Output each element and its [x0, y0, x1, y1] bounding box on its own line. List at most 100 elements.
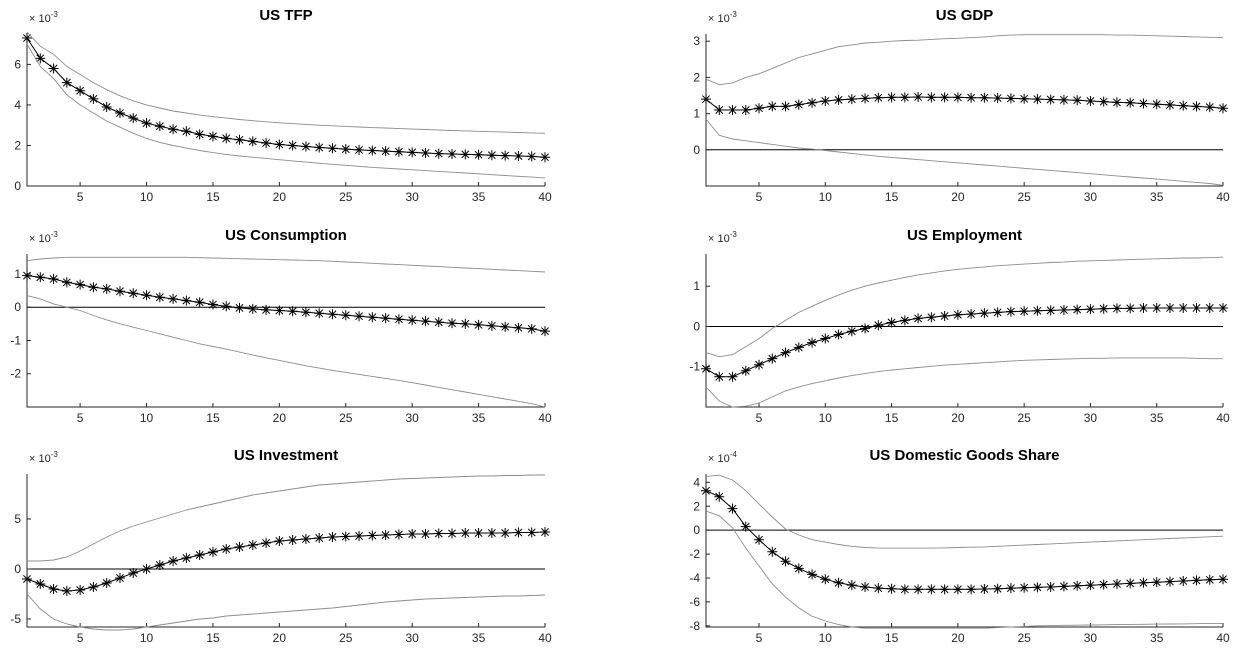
x-tick-label: 20	[951, 411, 965, 425]
y-multiplier-label: × 10-4	[708, 450, 737, 465]
estimate-point	[473, 528, 484, 538]
estimate-point	[1072, 95, 1083, 106]
x-tick-label: 10	[140, 631, 154, 645]
estimate-point	[833, 94, 844, 105]
estimate-point	[367, 312, 378, 323]
estimate-point	[486, 320, 497, 331]
y-tick-label: 4	[693, 475, 700, 489]
estimate-point	[714, 371, 725, 382]
estimate-point	[526, 527, 537, 538]
estimate-point	[793, 99, 804, 110]
estimate-point	[701, 485, 711, 496]
estimate-point	[48, 63, 59, 74]
x-tick-label: 5	[77, 631, 84, 645]
x-tick-label: 10	[819, 190, 833, 204]
estimate-point	[114, 573, 125, 583]
estimate-point	[1032, 94, 1043, 105]
estimate-point	[1204, 302, 1215, 313]
estimate-point	[35, 579, 46, 589]
estimate-point	[540, 326, 550, 337]
estimate-point	[1085, 95, 1096, 106]
axes-frame	[26, 474, 545, 628]
estimate-point	[433, 528, 444, 539]
axes-frame	[705, 254, 1223, 408]
y-tick-label: 0	[14, 179, 21, 193]
estimate-point	[740, 105, 751, 115]
estimate-point	[207, 547, 218, 557]
y-tick-label: -2	[10, 367, 21, 381]
estimate-point	[899, 92, 910, 103]
upper-band-line	[705, 474, 1224, 549]
estimate-point	[926, 92, 937, 103]
estimate-point	[1045, 581, 1056, 592]
estimate-point	[447, 148, 458, 159]
estimate-point	[194, 550, 205, 560]
y-tick-label: 2	[693, 70, 700, 84]
estimate-point	[1111, 578, 1122, 589]
estimate-point	[61, 586, 72, 596]
y-tick-label: -1	[10, 333, 21, 347]
y-multiplier-label: × 10-3	[708, 230, 737, 245]
y-tick-label: 0	[693, 319, 700, 333]
estimate-point	[274, 139, 285, 150]
estimate-point	[1164, 576, 1175, 587]
estimate-point	[513, 322, 524, 333]
estimate-point	[1138, 302, 1149, 313]
estimate-line	[26, 531, 546, 592]
estimate-point	[1191, 302, 1202, 313]
estimate-point	[447, 318, 458, 329]
x-tick-label: 20	[273, 631, 287, 645]
x-tick-label: 15	[885, 411, 899, 425]
x-tick-label: 10	[819, 411, 833, 425]
estimate-point	[513, 527, 524, 538]
x-tick-label: 35	[1150, 411, 1164, 425]
estimate-point	[727, 503, 738, 514]
estimate-point	[1151, 302, 1162, 313]
estimate-point	[460, 318, 471, 329]
estimate-point	[22, 33, 32, 44]
upper-band-line	[27, 474, 545, 562]
estimate-point	[1218, 302, 1228, 313]
estimate-point	[327, 143, 338, 154]
estimate-point	[1151, 577, 1162, 588]
upper-band-line	[26, 31, 546, 134]
estimate-point	[380, 146, 391, 157]
panel-title: US Investment	[234, 447, 338, 464]
estimate-point	[1085, 304, 1096, 315]
estimate-line	[705, 490, 1224, 590]
estimate-point	[846, 580, 857, 591]
estimate-point	[327, 532, 338, 542]
lower-band-line	[26, 593, 546, 631]
upper-band-line	[705, 256, 1224, 358]
estimate-point	[793, 342, 804, 353]
x-tick-label: 25	[339, 631, 353, 645]
estimate-point	[354, 144, 365, 155]
estimate-point	[75, 585, 86, 595]
panel-us-domestic-goods-share: US Domestic Goods Share × 10-4 5 10 15 20 25…	[689, 447, 1230, 645]
y-tick-label: 5	[14, 512, 21, 526]
estimate-point	[1218, 103, 1228, 114]
estimate-point	[61, 277, 72, 288]
estimate-point	[393, 314, 404, 325]
estimate-point	[701, 94, 711, 105]
estimate-point	[992, 583, 1003, 594]
estimate-point	[979, 583, 990, 594]
estimate-point	[261, 538, 272, 548]
estimate-point	[141, 118, 152, 129]
panel-us-gdp: US GDP × 10-3 5 10 15 20 25 30 35 40 0 1 2 3	[693, 7, 1230, 204]
estimate-point	[873, 320, 884, 331]
estimate-point	[1218, 574, 1228, 585]
estimate-point	[1085, 580, 1096, 591]
x-tick-label: 35	[472, 411, 486, 425]
x-tick-label: 5	[756, 190, 763, 204]
estimate-point	[48, 273, 59, 284]
y-tick-label: 4	[14, 98, 21, 112]
x-tick-label: 25	[1017, 411, 1031, 425]
estimate-point	[500, 528, 511, 538]
x-tick-label: 25	[1017, 631, 1031, 645]
estimate-point	[939, 584, 950, 595]
estimate-point	[1032, 305, 1043, 316]
x-tick-label: 20	[951, 190, 965, 204]
estimate-point	[247, 540, 258, 550]
estimate-point	[926, 312, 937, 323]
